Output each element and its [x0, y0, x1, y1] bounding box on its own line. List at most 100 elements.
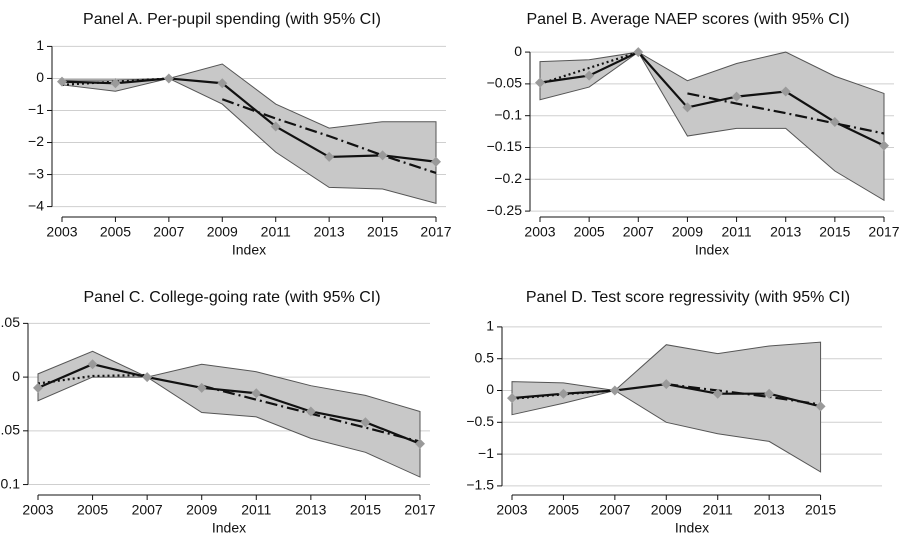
panel: Panel C. College-going rate (with 95% CI…: [0, 289, 436, 535]
x-tick-label: 2011: [722, 224, 752, 240]
x-tick-label: 2005: [574, 224, 605, 240]
post-trend-line: [221, 98, 437, 174]
x-tick-label: 2017: [420, 224, 451, 240]
x-tick-label: 2013: [314, 224, 345, 240]
x-tick-label: 2015: [805, 502, 836, 518]
y-tick-label: 0.05: [0, 314, 20, 330]
x-tick-label: 2005: [548, 502, 579, 518]
pre-trend-line: [37, 373, 148, 385]
estimate-marker: [609, 385, 620, 396]
x-tick-label: 2013: [754, 502, 785, 518]
x-tick-label: 2017: [868, 224, 899, 240]
estimate-marker: [196, 382, 207, 393]
x-tick-label: 2017: [404, 502, 435, 518]
x-tick-label: 2015: [819, 224, 850, 240]
estimate-marker: [712, 388, 723, 399]
estimate-marker: [535, 77, 545, 88]
y-tick-label: −1: [478, 445, 494, 461]
x-axis-label: Index: [695, 242, 729, 258]
ci-band: [539, 51, 885, 202]
estimate-marker: [661, 379, 672, 390]
x-tick-label: 2009: [207, 224, 238, 240]
x-axis-label: Index: [675, 520, 709, 536]
estimate-marker: [829, 117, 840, 128]
estimate-marker: [217, 78, 228, 89]
x-tick-label: 2015: [367, 224, 398, 240]
y-tick-label: −1.5: [466, 477, 494, 493]
x-tick-label: 2011: [241, 502, 271, 518]
panel: Panel A. Per-pupil spending (with 95% CI…: [28, 11, 452, 257]
estimate-marker: [415, 438, 425, 449]
x-tick-label: 2003: [46, 224, 77, 240]
estimate-marker: [558, 388, 569, 399]
y-tick-label: −0.25: [487, 202, 523, 218]
y-tick-label: 1: [486, 318, 494, 334]
y-tick-label: −4: [28, 197, 44, 213]
y-tick-label: 0: [486, 381, 494, 397]
x-tick-label: 2007: [623, 224, 654, 240]
estimate-marker: [270, 121, 281, 132]
estimate-marker: [251, 388, 262, 399]
y-tick-label: 0: [12, 368, 20, 384]
ci-band: [511, 341, 822, 473]
estimate-marker: [142, 372, 153, 383]
y-tick-label: −0.5: [466, 413, 494, 429]
estimate-marker: [764, 388, 775, 399]
y-tick-label: −0.15: [487, 138, 523, 154]
estimate-marker: [780, 86, 791, 97]
estimate-marker: [682, 102, 693, 113]
estimate-marker: [163, 73, 174, 84]
y-tick-label: −1: [28, 101, 44, 117]
x-tick-label: 2009: [651, 502, 682, 518]
y-tick-label: −3: [28, 165, 44, 181]
x-tick-label: 2011: [703, 502, 733, 518]
x-tick-label: 2007: [153, 224, 184, 240]
panel: Panel D. Test score regressivity (with 9…: [466, 289, 882, 536]
x-tick-label: 2005: [77, 502, 108, 518]
y-tick-label: 1: [36, 37, 44, 53]
y-tick-label: 0: [36, 69, 44, 85]
estimate-marker: [33, 382, 43, 393]
ci-band: [61, 63, 437, 205]
panel: Panel B. Average NAEP scores (with 95% C…: [487, 11, 900, 257]
y-tick-label: 0: [514, 43, 522, 59]
x-tick-label: 2005: [100, 224, 131, 240]
y-tick-label: −0.05: [487, 75, 523, 91]
panel-title: Panel C. College-going rate (with 95% CI…: [83, 289, 380, 306]
estimate-marker: [731, 91, 742, 102]
x-tick-label: 2007: [132, 502, 163, 518]
estimate-line: [37, 363, 421, 445]
estimate-marker: [377, 150, 388, 161]
ci-band: [37, 350, 421, 478]
pre-trend-line: [539, 51, 639, 85]
x-tick-label: 2003: [524, 224, 555, 240]
x-tick-label: 2013: [295, 502, 326, 518]
x-axis-label: Index: [232, 242, 266, 258]
estimate-marker: [879, 140, 889, 151]
x-tick-label: 2009: [186, 502, 217, 518]
y-tick-label: −0.05: [0, 422, 20, 438]
estimate-marker: [360, 417, 371, 428]
estimate-marker: [584, 70, 595, 81]
y-tick-label: −0.2: [494, 170, 522, 186]
y-tick-label: −0.1: [494, 106, 522, 122]
x-tick-label: 2009: [672, 224, 703, 240]
panel-title: Panel A. Per-pupil spending (with 95% CI…: [83, 11, 381, 28]
estimate-marker: [305, 406, 316, 417]
x-tick-label: 2015: [350, 502, 381, 518]
estimate-marker: [815, 401, 826, 412]
estimate-marker: [87, 359, 98, 370]
estimate-marker: [633, 47, 644, 58]
panel-title: Panel B. Average NAEP scores (with 95% C…: [526, 11, 849, 28]
panel-title: Panel D. Test score regressivity (with 9…: [526, 289, 850, 306]
y-tick-label: −2: [28, 133, 44, 149]
estimate-marker: [110, 78, 121, 89]
x-tick-label: 2003: [496, 502, 527, 518]
x-tick-label: 2013: [770, 224, 801, 240]
x-tick-label: 2003: [22, 502, 53, 518]
y-tick-label: −0.1: [0, 475, 20, 491]
estimate-marker: [431, 156, 441, 167]
estimate-marker: [507, 393, 517, 404]
estimate-marker: [57, 76, 67, 87]
